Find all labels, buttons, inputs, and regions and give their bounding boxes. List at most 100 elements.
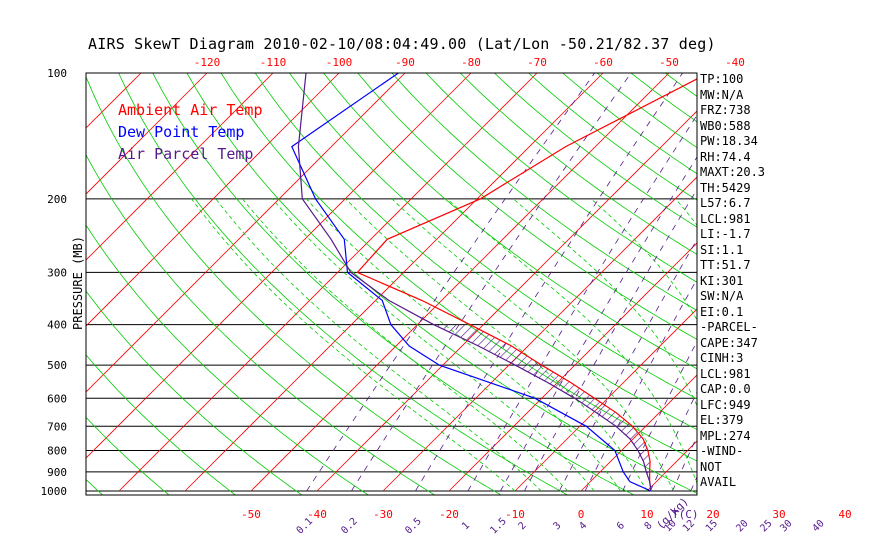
stat-item: -PARCEL-	[700, 320, 758, 334]
dry-adiabat	[425, 73, 697, 283]
moist-adiabat	[215, 198, 542, 492]
isotherm--120	[86, 73, 208, 195]
stat-item: EL:379	[700, 413, 744, 427]
isotherm--60	[184, 73, 604, 492]
stat-item: MW:N/A	[700, 87, 744, 102]
isotherm--100	[86, 73, 340, 327]
pressure-tick-label: 100	[47, 67, 67, 80]
stat-item: MAXT:20.3	[700, 165, 766, 179]
dry-adiabat	[86, 75, 502, 495]
top-temp-tick-label: -70	[527, 56, 547, 69]
moist-adiabat	[391, 198, 674, 492]
plot-frame	[85, 72, 698, 496]
isotherm-40	[845, 73, 870, 491]
stat-item: KI:301	[700, 273, 744, 288]
isotherm--150	[0, 73, 9, 491]
dry-adiabat	[152, 73, 635, 495]
dry-adiabat	[86, 290, 303, 495]
stat-item: CAP:0.0	[700, 382, 751, 396]
dry-adiabat	[86, 354, 237, 495]
ambient-temp-line	[356, 78, 697, 492]
bottom-temp-tick-label: -20	[439, 508, 459, 521]
mixing-ratio-line	[788, 73, 870, 491]
mixing-ratio-tick-label: 4	[577, 520, 589, 532]
parcel-temp-line	[297, 73, 652, 492]
mixing-ratio-tick-label: 8	[643, 520, 655, 532]
dry-adiabat	[459, 73, 697, 255]
isotherm--80	[86, 73, 472, 459]
dry-adiabat	[323, 73, 697, 370]
isotherm--50	[250, 73, 670, 492]
stat-item: LFC:949	[700, 397, 751, 412]
stat-item: RH:74.4	[700, 149, 751, 164]
isotherm--10	[514, 308, 697, 492]
stat-item: LCL:981	[700, 366, 751, 381]
isotherm--90	[86, 73, 406, 393]
mixing-ratio-tick-label: 0.2	[339, 516, 360, 537]
dry-adiabat	[664, 73, 697, 97]
dry-adiabat	[86, 153, 436, 495]
pressure-tick-label: 800	[47, 444, 67, 457]
stat-item: -WIND-	[700, 444, 744, 458]
top-temp-tick-label: -120	[194, 56, 221, 69]
pressure-tick-label: 600	[47, 392, 67, 405]
stat-item: MPL:274	[700, 428, 751, 443]
stat-item: AVAIL	[700, 475, 737, 489]
stats-panel: TP:100 MW:N/A FRZ:738 WB0:588 PW:18.34 RH:74.…	[700, 72, 765, 491]
moist-adiabat	[345, 198, 648, 492]
pressure-tick-label: 700	[47, 420, 67, 433]
legend-dew-point-temp: Dew Point Temp	[118, 123, 245, 141]
dry-adiabat	[86, 224, 369, 495]
pressure-tick-label: 500	[47, 359, 67, 372]
mixing-ratio-tick-label: 0.5	[403, 516, 424, 537]
bottom-temp-tick-label: 10	[640, 508, 653, 521]
bottom-temp-tick-label: -50	[241, 508, 261, 521]
stat-item: FRZ:738	[700, 103, 751, 117]
top-temp-tick-label: -50	[659, 56, 679, 69]
stat-item: TH:5429	[700, 180, 751, 195]
dry-adiabat	[357, 73, 697, 340]
mixing-ratio-tick-label: 2	[517, 520, 529, 532]
isotherm--110	[86, 73, 274, 261]
bottom-temp-tick-label: 20	[706, 508, 719, 521]
stat-item: TT:51.7	[700, 258, 751, 272]
isotherm-0	[580, 374, 697, 492]
bottom-temp-tick-label: 0	[578, 508, 585, 521]
dry-adiabat	[768, 73, 870, 500]
pressure-tick-label: 900	[47, 466, 67, 479]
dry-adiabat	[86, 416, 170, 495]
mixing-ratio-line	[351, 73, 632, 492]
mixing-ratio-line	[467, 114, 697, 492]
mixing-ratio-tick-label: 3	[552, 520, 564, 532]
moist-adiabat	[512, 198, 697, 407]
stat-item: CINH:3	[700, 351, 744, 365]
dry-adiabat	[118, 73, 569, 495]
bottom-temp-tick-label: 40	[838, 508, 851, 521]
pressure-tick-label: 200	[47, 193, 67, 206]
dry-adiabat	[86, 478, 104, 495]
mixing-ratio-tick-label: 20	[734, 518, 750, 534]
stat-item: NOT	[700, 459, 722, 474]
stat-item: TP:100	[700, 72, 744, 86]
isotherm--20	[448, 242, 697, 492]
top-temp-tick-label: -60	[593, 56, 613, 69]
pressure-tick-label: 400	[47, 319, 67, 332]
mixing-ratio-line	[306, 73, 595, 492]
stat-item: L57:6.7	[700, 196, 751, 210]
bottom-temp-tick-label: -10	[505, 508, 525, 521]
mixing-ratio-line	[558, 238, 697, 492]
top-temp-tick-label: -90	[395, 56, 415, 69]
page-title: AIRS SkewT Diagram 2010-02-10/08:04:49.0…	[88, 35, 716, 53]
top-temp-tick-label: -110	[260, 56, 287, 69]
moist-adiabat	[242, 198, 569, 492]
legend-air-parcel-temp: Air Parcel Temp	[118, 145, 254, 163]
top-temp-tick-label: -80	[461, 56, 481, 69]
pressure-tick-label: 1000	[41, 485, 68, 498]
moist-adiabat	[191, 198, 516, 492]
top-temp-tick-label: -100	[326, 56, 353, 69]
top-temp-tick-label: -40	[725, 56, 745, 69]
bottom-temp-tick-label: 30	[772, 508, 785, 521]
moist-adiabat	[819, 199, 832, 491]
legend-ambient-air-temp: Ambient Air Temp	[118, 101, 263, 119]
